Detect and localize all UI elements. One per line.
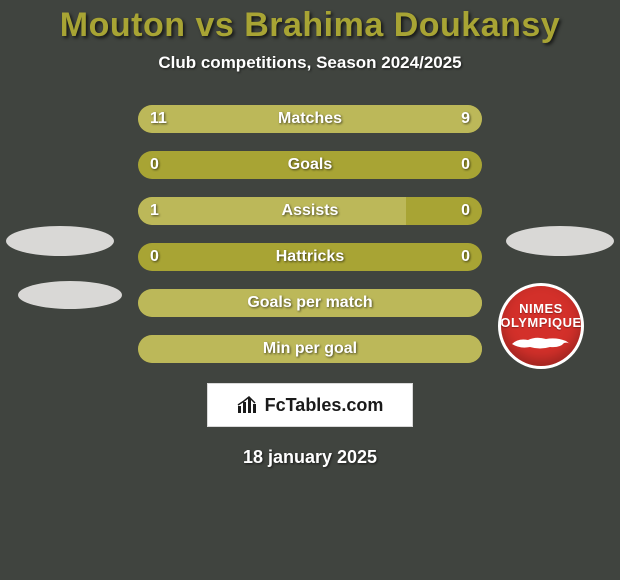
stat-right-value: 0	[461, 202, 470, 220]
player-left-placeholder-2	[18, 281, 122, 309]
page-title: Mouton vs Brahima Doukansy	[60, 6, 560, 45]
stat-row: Min per goal	[138, 335, 482, 363]
chart-bars-icon	[237, 396, 259, 414]
stat-row: Hattricks 0 0	[138, 243, 482, 271]
stat-label: Assists	[282, 202, 339, 220]
branding-text: FcTables.com	[265, 395, 384, 416]
stat-fill-left	[138, 197, 406, 225]
badge-text: NIMES OLYMPIQUE	[500, 302, 581, 329]
stats-area: NIMES OLYMPIQUE Matches119Goals00Assists…	[0, 105, 620, 363]
stat-row: Goals per match	[138, 289, 482, 317]
stat-left-value: 11	[150, 110, 167, 128]
stat-label: Min per goal	[263, 340, 357, 358]
stat-label: Hattricks	[276, 248, 344, 266]
player-right-placeholder-1	[506, 226, 614, 256]
stat-label: Goals per match	[247, 294, 372, 312]
stat-row: Assists 1 0	[138, 197, 482, 225]
stat-left-value: 1	[150, 202, 159, 220]
stat-row: Matches 11 9	[138, 105, 482, 133]
stat-row: Goals 0 0	[138, 151, 482, 179]
stat-right-value: 0	[461, 156, 470, 174]
stat-left-value: 0	[150, 156, 159, 174]
stat-left-value: 0	[150, 248, 159, 266]
club-badge-nimes: NIMES OLYMPIQUE	[498, 283, 584, 369]
comparison-card: Mouton vs Brahima Doukansy Club competit…	[0, 0, 620, 580]
stat-label: Matches	[278, 110, 342, 128]
stat-fill-right	[327, 105, 482, 133]
stat-label: Goals	[288, 156, 332, 174]
stat-right-value: 9	[461, 110, 470, 128]
player-left-placeholder-1	[6, 226, 114, 256]
crocodile-icon	[510, 328, 572, 352]
generation-date: 18 january 2025	[243, 447, 377, 468]
stat-right-value: 0	[461, 248, 470, 266]
branding-strip: FcTables.com	[207, 383, 413, 427]
season-subtitle: Club competitions, Season 2024/2025	[158, 53, 461, 73]
